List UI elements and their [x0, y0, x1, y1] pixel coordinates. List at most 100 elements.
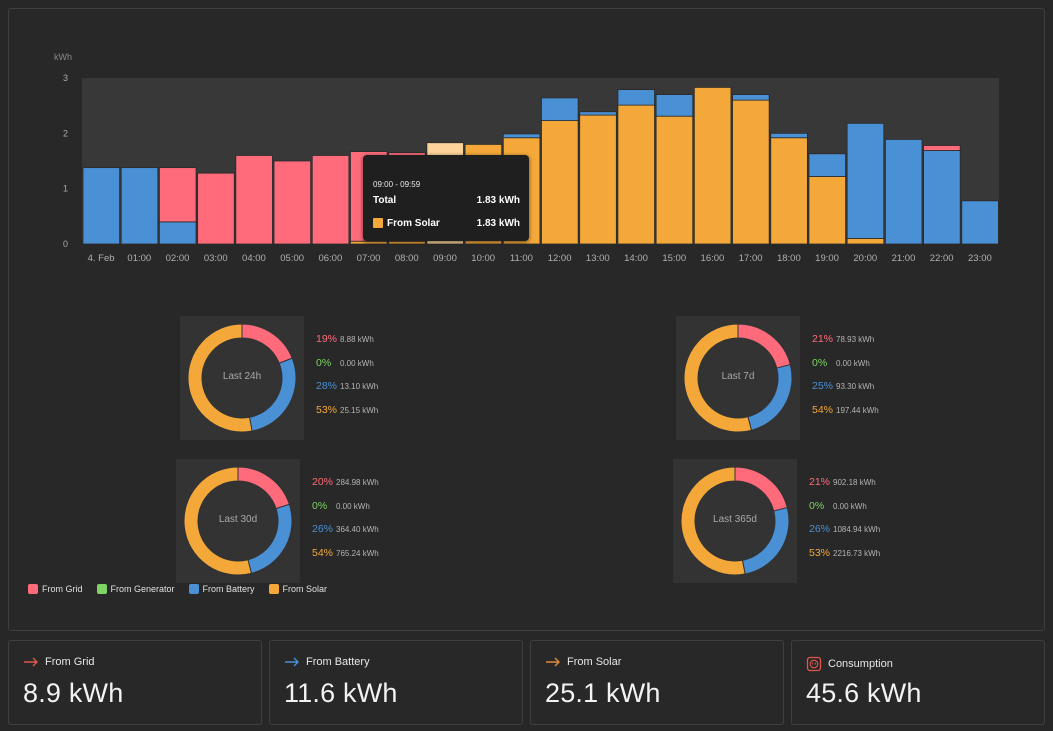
legend-label: From Generator [110, 584, 175, 594]
bar-segment-solar [693, 87, 732, 245]
legend-label: From Solar [282, 584, 328, 594]
breakdown-pct: 54% [312, 546, 334, 559]
bar-segment-battery [770, 132, 808, 139]
breakdown-row-solar: 53% 25.15 kWh [316, 404, 378, 428]
breakdown-value: 25.15 kWh [340, 405, 379, 415]
kpi-card-from-grid[interactable]: From Grid 8.9 kWh [8, 640, 262, 725]
x-tick-label: 20:00 [853, 253, 877, 264]
bar-segment-battery [541, 97, 579, 122]
breakdown-value: 8.88 kWh [340, 335, 374, 344]
legend-label: From Grid [42, 584, 83, 594]
tooltip-series-value: 1.83 kWh [476, 218, 520, 229]
breakdown-row-grid: 21% 902.18 kWh [809, 476, 880, 500]
legend-item-solar[interactable]: From Solar [268, 584, 328, 594]
kpi-header: From Solar [545, 656, 621, 668]
kpi-card-from-battery[interactable]: From Battery 11.6 kWh [269, 640, 523, 725]
legend-item-battery[interactable]: From Battery [188, 584, 255, 594]
x-tick-label: 15:00 [662, 253, 686, 264]
donut-chart[interactable]: Last 24h [180, 316, 304, 440]
breakdown-row-battery: 26% 1084.94 kWh [809, 523, 880, 547]
bar-segment-battery [655, 94, 694, 117]
kpi-header: From Grid [23, 656, 95, 668]
bar-segment-grid [273, 160, 312, 245]
bar-segment-solar [617, 104, 655, 245]
breakdown-value: 0.00 kWh [833, 501, 867, 511]
y-tick-label: 3 [63, 73, 68, 83]
arrow-right-icon [545, 657, 561, 667]
x-tick-label: 12:00 [548, 253, 572, 264]
x-tick-label: 14:00 [624, 253, 648, 264]
breakdown-row-grid: 20% 284.98 kWh [312, 476, 379, 500]
breakdown-value: 0.00 kWh [340, 358, 374, 368]
breakdown-value: 197.44 kWh [836, 405, 879, 415]
tooltip-total-value: 1.83 kWh [476, 195, 520, 206]
kpi-card-consumption[interactable]: Consumption 45.6 kWh [791, 640, 1045, 725]
donut-slice-solar [683, 323, 753, 433]
legend-item-grid[interactable]: From Grid [28, 584, 83, 594]
x-tick-label: 21:00 [892, 253, 916, 264]
donut-slice-grid [241, 323, 293, 364]
breakdown-row-battery: 25% 93.30 kWh [812, 380, 879, 404]
tooltip-series-label: From Solar [387, 218, 440, 229]
kpi-value: 45.6 kWh [806, 678, 922, 708]
donut-slice-grid [737, 323, 791, 369]
legend-swatch [28, 584, 38, 594]
breakdown-row-generator: 0% 0.00 kWh [809, 500, 880, 524]
kpi-header: Consumption [806, 656, 893, 672]
breakdown-value: 0.00 kWh [336, 501, 370, 511]
y-tick-label: 1 [63, 184, 68, 194]
tooltip-time: 09:00 - 09:59 [373, 180, 421, 189]
breakdown-pct: 21% [809, 476, 831, 488]
x-tick-label: 23:00 [968, 253, 992, 264]
breakdown-row-solar: 53% 2216.73 kWh [809, 547, 880, 571]
arrow-right-icon [284, 657, 300, 667]
kpi-label: From Battery [306, 656, 370, 668]
bar-segment-battery [808, 153, 846, 177]
bar-segment-solar [655, 115, 694, 245]
breakdown-row-grid: 19% 8.88 kWh [316, 333, 378, 357]
donut-slice-grid [734, 466, 788, 512]
bar-segment-battery [579, 111, 617, 116]
bar-segment-grid [235, 155, 273, 245]
bar-segment-battery [884, 139, 923, 245]
breakdown-value: 93.30 kWh [836, 382, 875, 391]
breakdown-pct: 54% [812, 403, 834, 416]
x-tick-label: 13:00 [586, 253, 610, 264]
legend-swatch [96, 584, 107, 594]
breakdown-pct: 21% [812, 333, 834, 345]
plot-area [82, 78, 999, 244]
breakdown-value: 13.10 kWh [340, 382, 379, 391]
donut-breakdown: 21% 902.18 kWh 0% 0.00 kWh 26% 1084.94 kWh … [809, 476, 880, 570]
chart-tooltip: 09:00 - 09:59 Total 1.83 kWh From Solar … [363, 155, 529, 241]
donut-breakdown: 19% 8.88 kWh 0% 0.00 kWh 28% 13.10 kWh 53% 2… [316, 333, 378, 427]
x-tick-label: 11:00 [510, 253, 533, 264]
breakdown-value: 902.18 kWh [833, 478, 876, 487]
x-tick-label: 16:00 [701, 253, 725, 264]
tooltip-total-row: Total 1.83 kWh [373, 195, 520, 206]
y-tick-label: 2 [63, 128, 68, 138]
donut-chart[interactable]: Last 365d [673, 459, 797, 583]
x-tick-label: 01:00 [127, 253, 151, 264]
hourly-energy-bar-chart[interactable]: kWh 0 1 2 3 4. Feb 01:00 02:00 03:00 04:00 05:00 06… [0, 0, 1053, 300]
legend-item-generator[interactable]: From Generator [96, 584, 175, 594]
y-axis-label: kWh [54, 52, 72, 62]
breakdown-pct: 0% [809, 499, 825, 512]
breakdown-row-generator: 0% 0.00 kWh [316, 357, 378, 381]
kpi-label: From Grid [45, 656, 95, 668]
breakdown-row-battery: 26% 364.40 kWh [312, 523, 379, 547]
bar-segment-solar [579, 114, 617, 245]
breakdown-pct: 26% [312, 523, 334, 535]
donut-chart[interactable]: Last 30d [176, 459, 300, 583]
kpi-card-from-solar[interactable]: From Solar 25.1 kWh [530, 640, 784, 725]
x-tick-label: 07:00 [357, 253, 381, 264]
donut-slice-battery [248, 357, 297, 432]
y-tick-label: 0 [63, 239, 68, 249]
kpi-value: 25.1 kWh [545, 678, 661, 708]
kpi-header: From Battery [284, 656, 370, 668]
donut-chart[interactable]: Last 7d [676, 316, 800, 440]
bar-segment-battery [732, 94, 770, 101]
x-tick-label: 02:00 [166, 253, 190, 264]
breakdown-pct: 25% [812, 380, 834, 392]
bar-segment-battery [82, 167, 121, 245]
x-tick-label: 04:00 [242, 253, 266, 264]
